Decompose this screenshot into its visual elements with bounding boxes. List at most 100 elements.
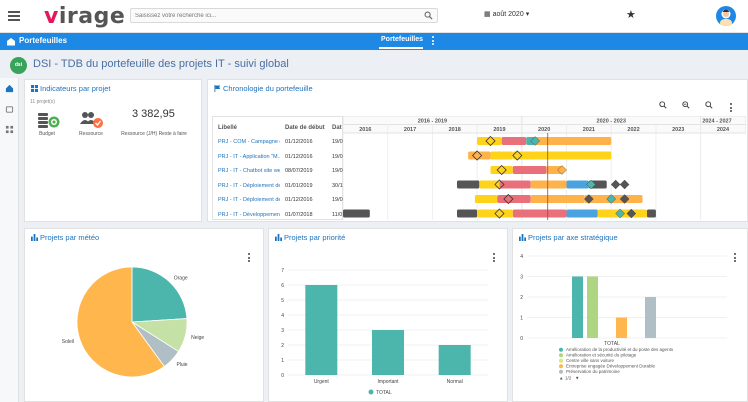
timeline-bar-segment <box>474 195 498 203</box>
timeline-row[interactable]: PRJ - IT - Développement... 01/07/2018 11/… <box>213 212 344 224</box>
milestone-diamond <box>586 179 596 190</box>
weather-options-icon[interactable] <box>248 253 251 263</box>
timeline-bar-segment <box>479 180 500 189</box>
year-label: 2018 <box>449 127 461 133</box>
milestone-diamond <box>626 208 637 219</box>
project-link[interactable]: PRJ - IT - Chatbot site web <box>218 168 280 174</box>
timeline-row[interactable]: PRJ - IT - Déploiement de... 01/01/2019 30… <box>213 183 344 195</box>
timeline-options-icon[interactable] <box>730 103 733 113</box>
section-title: Portefeuilles <box>19 36 68 45</box>
bar-series-3 <box>616 317 627 338</box>
project-link[interactable]: PRJ - IT - Développement... <box>218 211 280 218</box>
y-tick-label: 6 <box>281 283 284 289</box>
bar-series-0 <box>572 276 583 338</box>
timeline-row[interactable]: PRJ - IT - Chatbot site web 08/07/2019 19/… <box>213 168 344 180</box>
start-date: 01/07/2018 <box>285 211 313 218</box>
milestone-diamond <box>494 179 505 190</box>
timeline-bar-segment <box>490 151 513 160</box>
milestone-diamond <box>496 164 507 176</box>
zoom-out-icon[interactable] <box>682 101 690 109</box>
timeline-row[interactable]: PRJ - IT - Déploiement de... 01/12/2016 19… <box>213 197 344 209</box>
y-tick-label: 2 <box>520 295 523 301</box>
weather-title: Projets par météo <box>31 233 99 242</box>
zoom-in-icon[interactable] <box>659 101 667 109</box>
remaining-workload-value: 3 382,95 <box>132 108 175 120</box>
y-tick-label: 1 <box>281 358 284 364</box>
timeline-bar-segment <box>490 166 513 174</box>
project-link[interactable]: PRJ - IT - Application "M... <box>218 153 280 160</box>
strategy-options-icon[interactable] <box>734 253 737 263</box>
bar-series-4 <box>645 297 656 338</box>
priority-bar-chart: 0 1 2 3 4 5 6 7 Urgent Important Normal TOTAL <box>281 268 488 396</box>
budget-coins-icon <box>38 113 60 128</box>
year-label: 2024 <box>717 127 730 133</box>
timeline-row[interactable]: PRJ - IT - Application "M... 01/12/2016 19… <box>213 154 344 166</box>
milestone-diamond <box>619 194 630 204</box>
project-link[interactable]: PRJ - IT - Déploiement de... <box>218 197 280 203</box>
search-icon[interactable] <box>424 11 433 20</box>
chevron-down-icon: ▾ <box>525 11 530 18</box>
project-link[interactable]: PRJ - COM - Campagne de... <box>218 139 280 145</box>
end-date: 30/1 <box>332 182 343 189</box>
menu-icon[interactable] <box>8 11 20 21</box>
home-icon[interactable] <box>6 37 16 46</box>
timeline-row[interactable]: PRJ - COM - Campagne de... 01/12/2016 19/0 <box>213 139 344 151</box>
timeline-bar-segment <box>512 151 612 160</box>
date-selector[interactable]: ▦ août 2020 ▾ <box>484 10 529 18</box>
timeline-bar-segment <box>456 180 480 189</box>
legend-swatch <box>559 364 563 369</box>
year-label: 2019 <box>493 127 505 133</box>
project-link[interactable]: PRJ - IT - Déploiement de... <box>218 182 280 189</box>
strategy-title: Projets par axe stratégique <box>519 233 618 242</box>
calendar-icon: ▦ <box>484 11 491 18</box>
rail-grid-icon[interactable] <box>5 125 14 134</box>
milestone-diamond <box>557 165 567 175</box>
y-tick-label: 3 <box>281 328 284 334</box>
budget-label: Budget <box>39 131 55 137</box>
legend-label: Préservation du patrimoine <box>566 369 620 374</box>
flag-icon <box>214 85 221 92</box>
y-tick-label: 5 <box>281 298 284 304</box>
resource-label: Ressource <box>79 131 103 137</box>
rail-tablet-icon[interactable] <box>5 105 14 114</box>
project-count: 11 projet(s) <box>30 99 55 105</box>
rail-home-icon[interactable] <box>5 84 14 93</box>
timeline-bar-segment <box>566 209 598 218</box>
page-badge: dsi <box>10 57 27 74</box>
timeline-bar-segment <box>468 151 491 160</box>
x-tick-label: Normal <box>447 379 463 385</box>
year-label: 2020 <box>538 127 550 133</box>
zoom-fit-icon[interactable] <box>705 101 713 109</box>
favorite-star-icon[interactable]: ★ <box>626 9 636 21</box>
people-icon <box>80 112 103 128</box>
pager-label: 1/2 <box>565 376 572 381</box>
x-tick-label: TOTAL <box>604 341 620 347</box>
search-box[interactable] <box>130 8 438 23</box>
legend-swatch <box>559 369 563 374</box>
start-date: 08/07/2019 <box>285 168 313 174</box>
year-label: 2017 <box>404 127 416 133</box>
y-tick-label: 3 <box>520 275 523 281</box>
pie-label: Soleil <box>62 339 74 345</box>
priority-title: Projets par priorité <box>275 233 345 242</box>
start-date: 01/12/2016 <box>285 197 313 203</box>
end-date: 19/0 <box>332 153 343 160</box>
priority-options-icon[interactable] <box>493 253 496 263</box>
timeline-bar-segment <box>456 209 478 218</box>
user-avatar[interactable] <box>716 6 736 26</box>
timeline-bar-segment <box>343 209 370 218</box>
indicators-card: Indicateurs par projet 11 projet(s) <box>24 79 202 222</box>
period-group-label: 2020 - 2023 <box>597 119 626 125</box>
search-input[interactable] <box>135 10 405 22</box>
date-label: août 2020 <box>492 11 524 18</box>
period-group-label: 2016 - 2019 <box>418 119 447 125</box>
more-options-icon[interactable] <box>432 36 435 47</box>
y-tick-label: 0 <box>281 373 284 379</box>
app-logo[interactable]: virage <box>44 4 126 29</box>
weather-pie-chart: Orage Neige Pluie Soleil <box>62 266 204 378</box>
tab-portefeuilles[interactable]: Portefeuilles <box>381 36 424 43</box>
legend-swatch <box>559 353 563 358</box>
pie-label: Neige <box>191 335 204 341</box>
year-label: 2023 <box>672 127 684 133</box>
